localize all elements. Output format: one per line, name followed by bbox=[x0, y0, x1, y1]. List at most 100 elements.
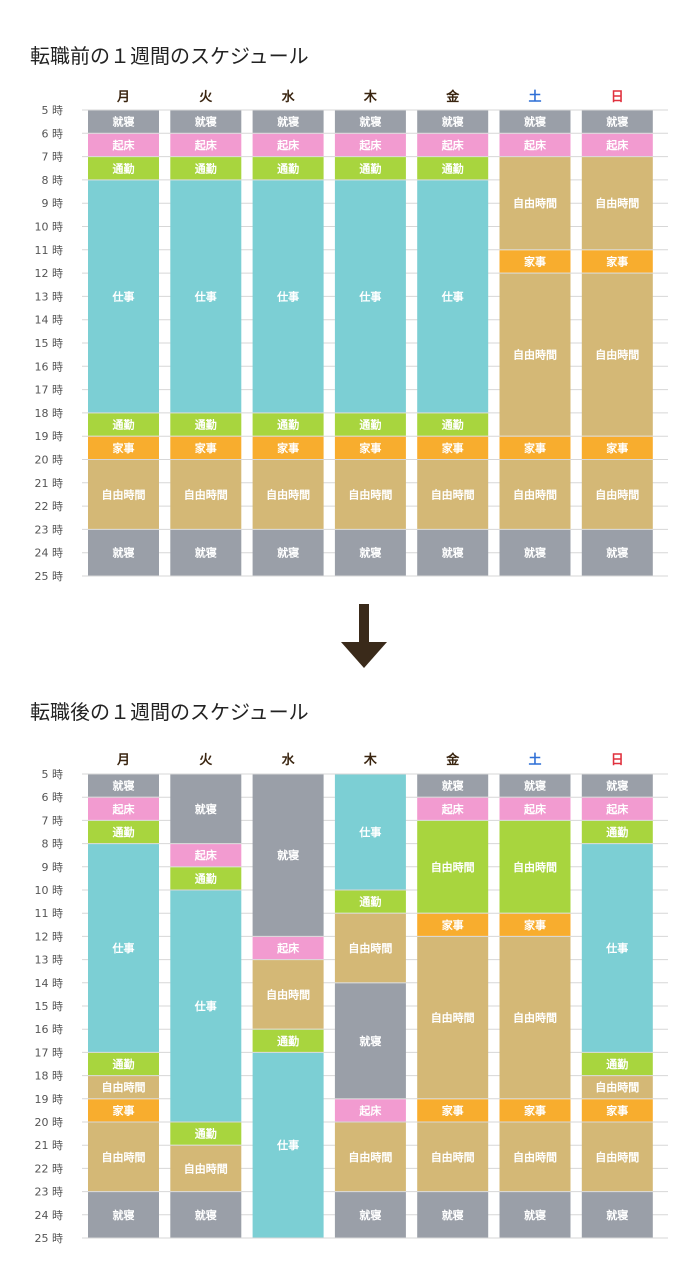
schedule-block-label: 就寝 bbox=[442, 115, 464, 129]
schedule-block bbox=[252, 1029, 324, 1052]
schedule-block bbox=[88, 820, 159, 844]
day-header: 月 bbox=[116, 90, 130, 105]
schedule-block-label: 自由時間 bbox=[184, 487, 228, 501]
day-header: 水 bbox=[282, 752, 296, 768]
schedule-block-label: 就寝 bbox=[195, 546, 217, 560]
schedule-block-label: 自由時間 bbox=[102, 487, 146, 501]
hour-tick-label: 21 時 bbox=[35, 1139, 64, 1152]
schedule-block-label: 就寝 bbox=[359, 1208, 381, 1222]
schedule-block-label: 就寝 bbox=[606, 115, 628, 129]
schedule-block bbox=[170, 890, 242, 1122]
schedule-block-label: 家事 bbox=[606, 1103, 628, 1117]
day-header: 土 bbox=[528, 752, 541, 768]
schedule-block-label: 仕事 bbox=[441, 289, 464, 303]
schedule-block-label: 就寝 bbox=[359, 546, 381, 560]
schedule-block bbox=[170, 436, 242, 459]
hour-tick-label: 24 時 bbox=[35, 547, 64, 560]
schedule-block-label: 就寝 bbox=[442, 1208, 464, 1222]
schedule-block bbox=[499, 797, 571, 820]
schedule-block bbox=[417, 1192, 489, 1238]
day-header: 火 bbox=[199, 90, 213, 105]
schedule-block-label: 仕事 bbox=[605, 941, 628, 955]
schedule-block bbox=[252, 157, 324, 180]
hour-tick-label: 22 時 bbox=[35, 1162, 64, 1175]
schedule-block bbox=[499, 529, 571, 576]
hour-tick-label: 9 時 bbox=[42, 197, 64, 210]
schedule-block-label: 自由時間 bbox=[513, 1150, 557, 1164]
hour-tick-label: 12 時 bbox=[35, 267, 64, 280]
day-header: 木 bbox=[363, 752, 378, 768]
schedule-block-label: 自由時間 bbox=[595, 348, 639, 362]
schedule-block-label: 起床 bbox=[194, 848, 218, 862]
schedule-block bbox=[334, 157, 406, 180]
schedule-block bbox=[334, 413, 406, 436]
hour-tick-label: 7 時 bbox=[42, 814, 64, 827]
schedule-block bbox=[252, 460, 324, 529]
schedule-block bbox=[581, 110, 653, 133]
hour-tick-label: 21 時 bbox=[35, 477, 64, 490]
schedule-block-label: 家事 bbox=[113, 1103, 135, 1117]
schedule-block-label: 通勤 bbox=[195, 418, 217, 432]
hour-tick-label: 9 時 bbox=[42, 861, 64, 874]
schedule-block-label: 通勤 bbox=[195, 1127, 217, 1141]
schedule-block bbox=[252, 960, 324, 1029]
schedule-block-label: 家事 bbox=[113, 441, 135, 455]
schedule-block bbox=[499, 913, 571, 936]
schedule-block-label: 起床 bbox=[441, 802, 465, 816]
hour-tick-label: 6 時 bbox=[42, 127, 64, 140]
schedule-block-label: 就寝 bbox=[442, 546, 464, 560]
schedule-block-label: 就寝 bbox=[113, 779, 135, 793]
schedule-block bbox=[417, 774, 489, 797]
schedule-block bbox=[581, 820, 653, 844]
schedule-block bbox=[581, 1099, 653, 1122]
schedule-block-label: 就寝 bbox=[277, 848, 299, 862]
day-header: 木 bbox=[363, 89, 378, 105]
schedule-block bbox=[334, 890, 406, 913]
schedule-block bbox=[417, 797, 489, 820]
schedule-block bbox=[88, 529, 159, 576]
schedule-block-label: 家事 bbox=[524, 918, 546, 932]
schedule-block-label: 就寝 bbox=[195, 115, 217, 129]
schedule-block bbox=[88, 1192, 159, 1238]
hour-tick-label: 13 時 bbox=[35, 954, 64, 967]
schedule-block-label: 通勤 bbox=[277, 1034, 299, 1048]
schedule-block bbox=[581, 157, 653, 250]
hour-tick-label: 17 時 bbox=[35, 384, 64, 397]
schedule-block bbox=[252, 936, 324, 960]
schedule-block bbox=[334, 774, 406, 890]
schedule-block-label: 通勤 bbox=[113, 825, 135, 839]
schedule-block-label: 家事 bbox=[524, 441, 546, 455]
schedule-block bbox=[581, 1122, 653, 1192]
day-header: 月 bbox=[116, 753, 130, 768]
hour-tick-label: 14 時 bbox=[35, 314, 64, 327]
schedule-block-label: 仕事 bbox=[112, 289, 135, 303]
schedule-block-label: 起床 bbox=[112, 138, 136, 152]
schedule-block-label: 通勤 bbox=[442, 161, 464, 175]
schedule-block bbox=[252, 133, 324, 157]
schedule-block bbox=[334, 436, 406, 459]
hour-tick-label: 22 時 bbox=[35, 500, 64, 513]
schedule-title-before: 転職前の１週間のスケジュール bbox=[30, 44, 309, 68]
schedule-block-label: 就寝 bbox=[524, 779, 546, 793]
schedule-block bbox=[252, 436, 324, 459]
hour-tick-label: 19 時 bbox=[35, 1093, 64, 1106]
hour-tick-label: 23 時 bbox=[35, 523, 64, 536]
schedule-block bbox=[170, 774, 242, 844]
schedule-block bbox=[581, 797, 653, 820]
schedule-block bbox=[170, 413, 242, 436]
schedule-block-label: 自由時間 bbox=[513, 196, 557, 210]
schedule-block-label: 自由時間 bbox=[595, 1080, 639, 1094]
schedule-block-label: 通勤 bbox=[359, 161, 381, 175]
hour-tick-label: 15 時 bbox=[35, 337, 64, 350]
hour-tick-label: 10 時 bbox=[35, 221, 64, 234]
schedule-block-label: 就寝 bbox=[277, 115, 299, 129]
schedule-block bbox=[334, 180, 406, 413]
schedule-block-label: 家事 bbox=[277, 441, 299, 455]
schedule-block bbox=[252, 774, 324, 936]
schedule-block bbox=[417, 936, 489, 1099]
schedule-block bbox=[581, 1076, 653, 1099]
day-header: 金 bbox=[445, 752, 460, 768]
hour-tick-label: 13 時 bbox=[35, 290, 64, 303]
schedule-block-label: 起床 bbox=[523, 138, 547, 152]
schedule-block-label: 家事 bbox=[442, 441, 464, 455]
